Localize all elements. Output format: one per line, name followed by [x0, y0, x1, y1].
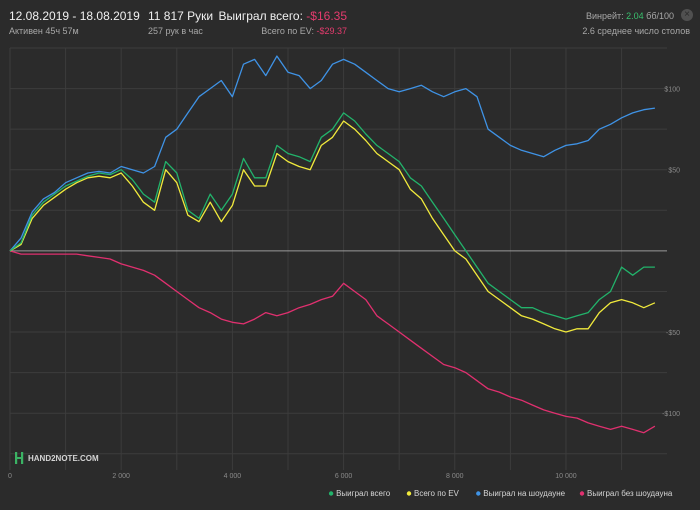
legend-marker-showdown — [476, 491, 481, 496]
total-won: Выиграл всего: -$16.35 — [219, 9, 347, 23]
logo-text: HAND2NOTE.COM — [28, 454, 99, 463]
total-won-value: -$16.35 — [306, 9, 347, 23]
total-ev-label: Всего по EV: — [261, 26, 314, 36]
x-tick-label: 2 000 — [112, 473, 130, 480]
avg-tables: 2.6 среднее число столов — [582, 26, 690, 36]
chart-series — [9, 55, 656, 434]
x-tick-label: 8 000 — [446, 473, 464, 480]
legend-label-showdown: Выиграл на шоудауне — [483, 489, 565, 498]
legend-label-ev: Всего по EV — [414, 489, 460, 498]
legend-label-won: Выиграл всего — [336, 489, 391, 498]
y-tick-label: $100 — [664, 87, 680, 94]
total-won-label: Выиграл всего: — [218, 9, 303, 23]
hands-count: 11 817 Руки — [148, 9, 214, 23]
x-tick-label: 4 000 — [224, 473, 242, 480]
hands-per-hour: 257 рук в час — [148, 26, 203, 36]
series-line-no_showdown — [9, 250, 656, 434]
x-tick-label: 0 — [8, 473, 12, 480]
winrate: Винрейт: 2.04 бб/100 — [586, 11, 674, 21]
y-tick-label: $50 — [668, 168, 680, 175]
total-ev: Всего по EV: -$29.37 — [261, 26, 347, 36]
graph-chart: 0 2 000 4 000 6 000 8 000 10 000 $100 $50 -$50 -$… — [8, 47, 680, 498]
stats-header: 12.08.2019 - 18.08.2019 Активен 45ч 57м … — [0, 0, 700, 40]
series-line-ev — [9, 120, 656, 333]
active-time: Активен 45ч 57м — [9, 26, 79, 36]
series-line-showdown — [9, 55, 655, 252]
winrate-value: 2.04 — [626, 11, 644, 21]
x-tick-label: 10 000 — [555, 473, 577, 480]
chart-ticks: 0 2 000 4 000 6 000 8 000 10 000 $100 $50 -$50 -$… — [8, 87, 680, 480]
close-button[interactable]: × — [681, 9, 693, 21]
date-range: 12.08.2019 - 18.08.2019 — [9, 9, 140, 23]
legend-label-no_showdown: Выиграл без шоудауна — [587, 489, 673, 498]
y-tick-label: -$100 — [662, 411, 680, 418]
legend-marker-won — [328, 491, 334, 496]
series-line-won — [9, 112, 655, 320]
legend-marker-ev — [406, 491, 412, 496]
hand2note-logo: HAND2NOTE.COM — [15, 452, 99, 464]
y-tick-label: -$50 — [666, 330, 680, 337]
chart-legend: Выиграл всего Всего по EV Выиграл на шоуда… — [328, 489, 673, 498]
winrate-unit: бб/100 — [646, 11, 674, 21]
total-ev-value: -$29.37 — [316, 26, 347, 36]
winrate-label: Винрейт: — [585, 11, 624, 21]
hand2note-logo-icon — [15, 452, 24, 464]
x-tick-label: 6 000 — [335, 473, 353, 480]
legend-marker-no_showdown — [579, 491, 585, 496]
